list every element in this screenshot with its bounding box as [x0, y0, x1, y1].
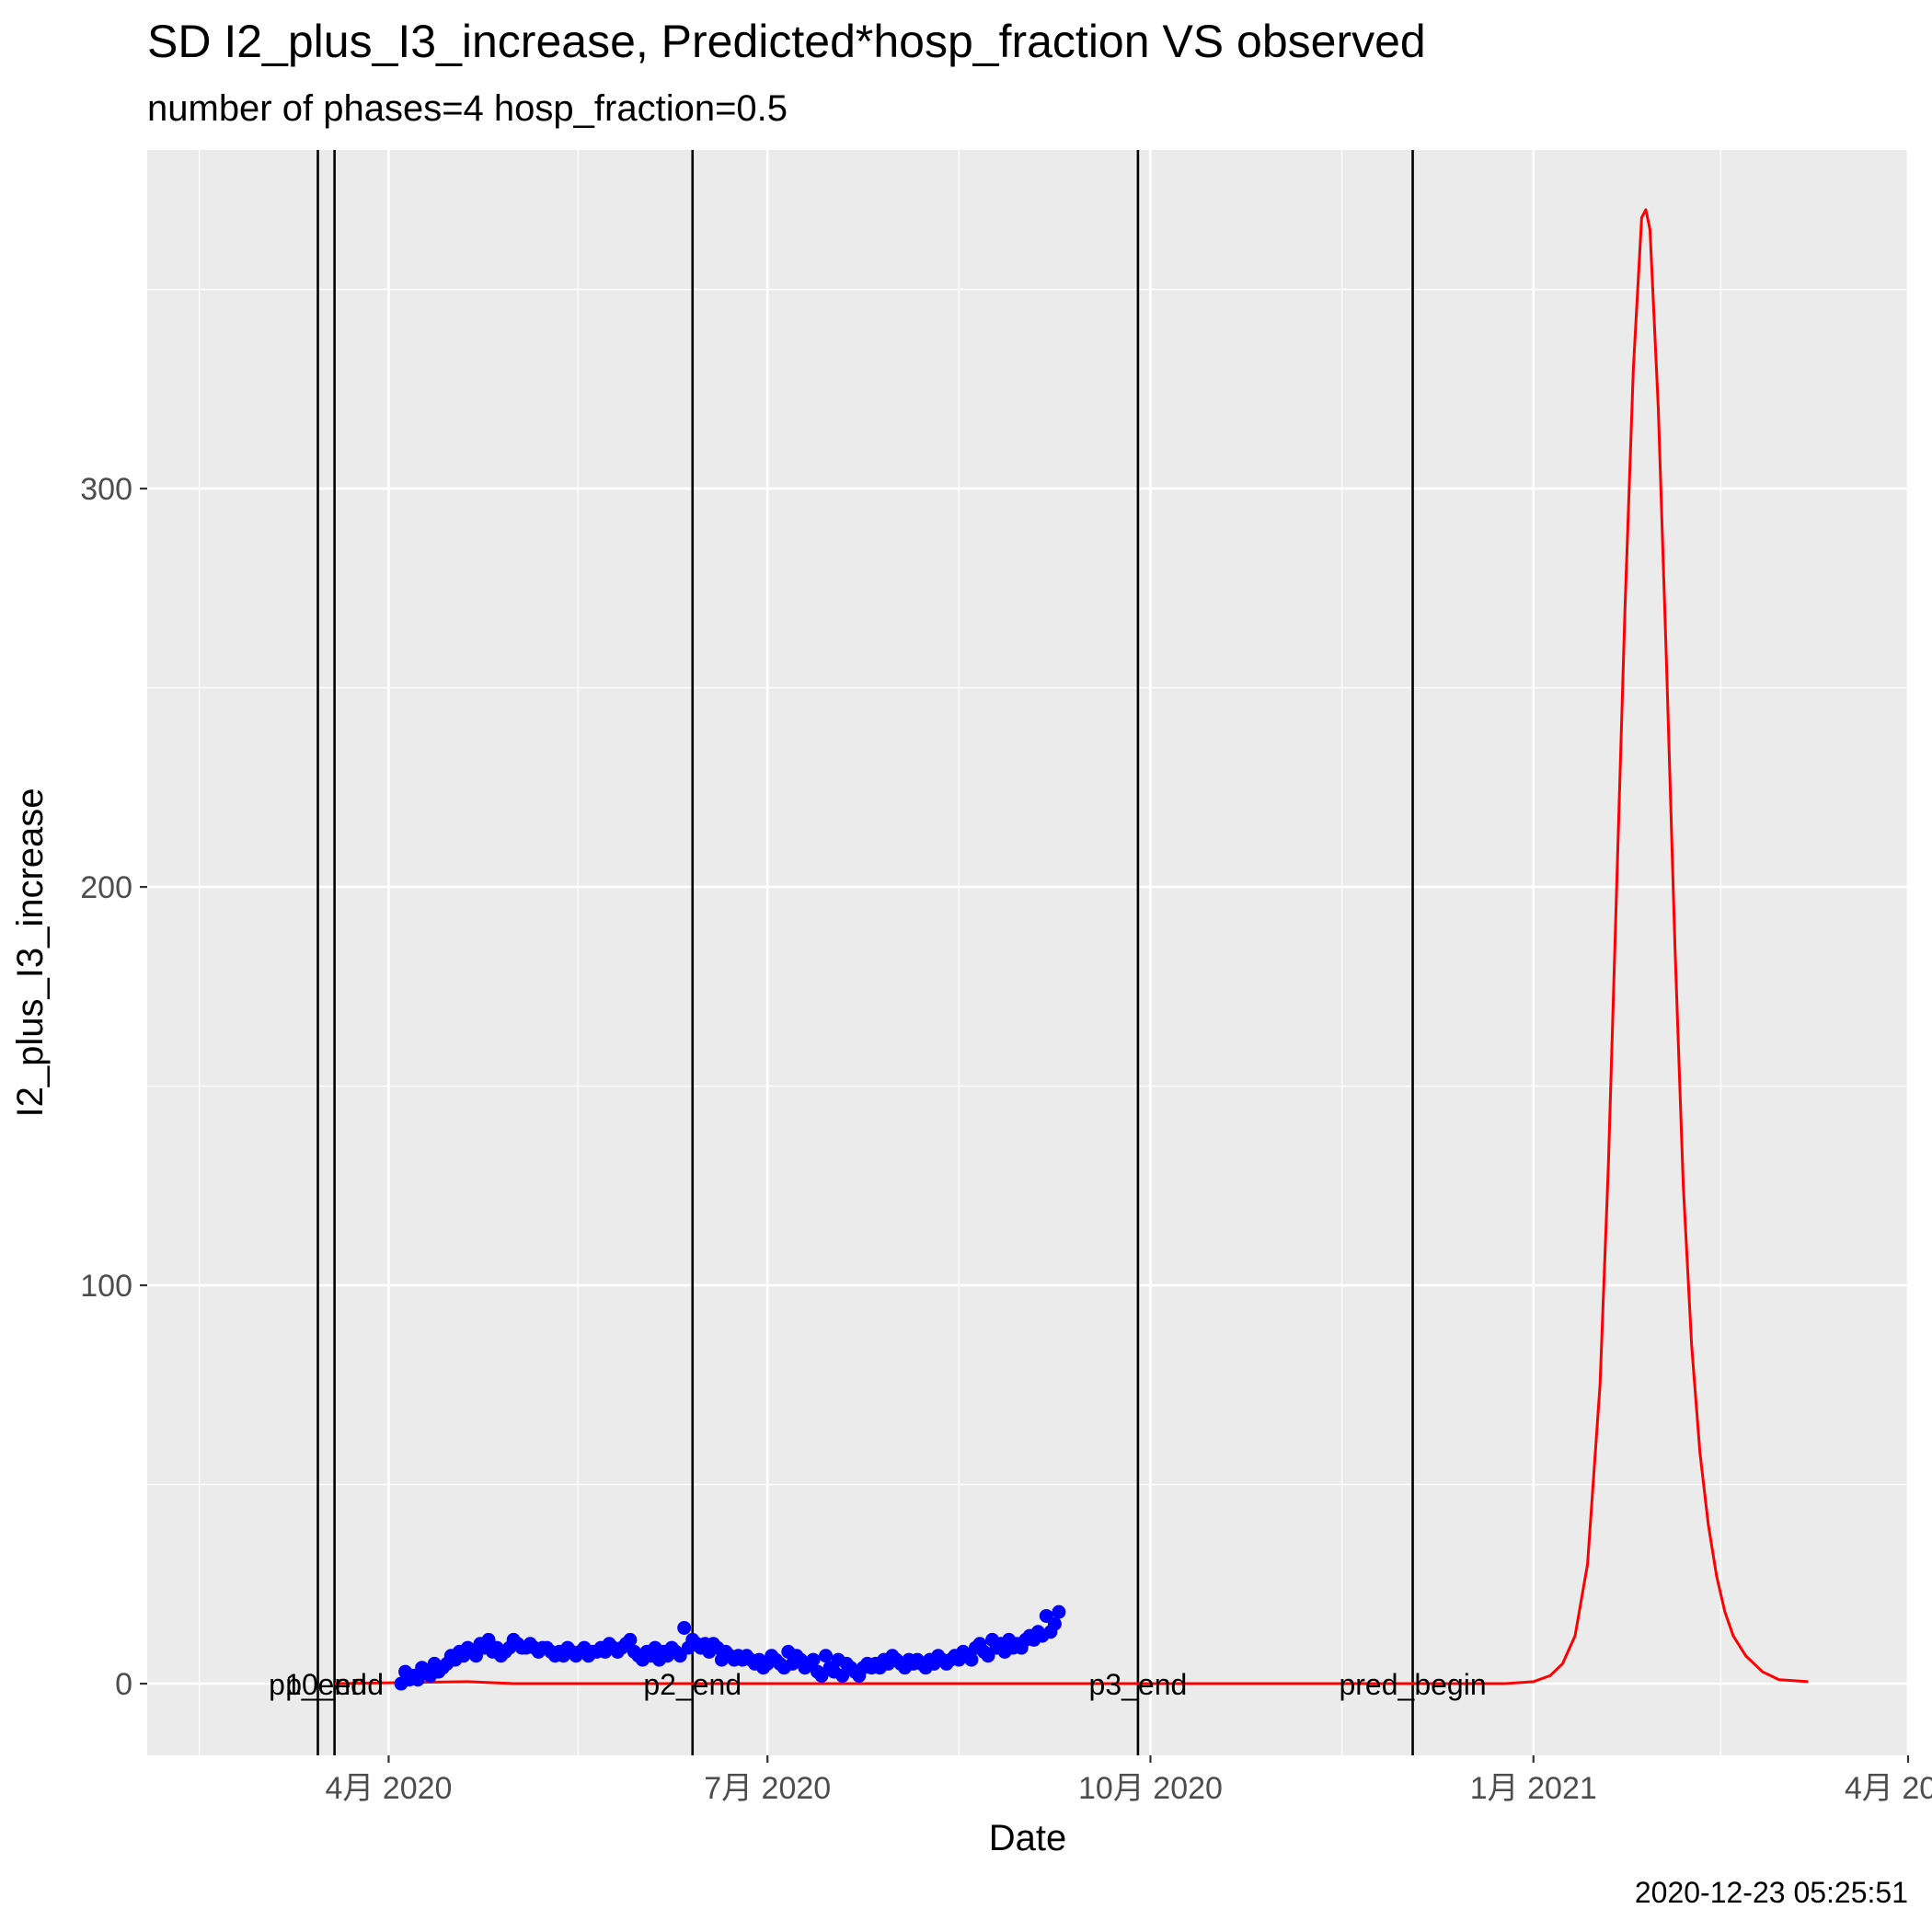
x-tick-label: 10月 2020	[1078, 1771, 1223, 1806]
y-axis: 0 100 200 300	[80, 472, 147, 1702]
x-tick-label: 1月 2021	[1470, 1771, 1597, 1806]
phase-markers	[316, 150, 1414, 1755]
x-tick-label: 4月 2020	[325, 1771, 452, 1806]
chart-title: SD I2_plus_I3_increase, Predicted*hosp_f…	[147, 16, 1426, 67]
phase-label: p1_end	[269, 1668, 367, 1701]
x-axis: 4月 2020 7月 2020 10月 2020 1月 2021 4月 2021	[325, 1755, 1932, 1806]
predicted-series	[334, 208, 1809, 1685]
y-tick-label: 300	[80, 472, 132, 507]
observed-point	[623, 1632, 638, 1647]
x-axis-title: Date	[989, 1818, 1067, 1858]
major-gridlines	[147, 150, 1910, 1755]
observed-point	[1047, 1616, 1062, 1631]
minor-gridlines	[147, 150, 1908, 1755]
observed-point	[677, 1620, 692, 1635]
phase-label: pred_begin	[1339, 1668, 1486, 1701]
observed-point	[964, 1652, 979, 1667]
plot-panel	[147, 150, 1908, 1755]
observed-point	[819, 1649, 834, 1663]
x-tick-label: 7月 2020	[704, 1771, 831, 1806]
chart-subtitle: number of phases=4 hosp_fraction=0.5	[147, 88, 788, 129]
phase-label: p3_end	[1089, 1668, 1188, 1701]
x-tick-label: 4月 2021	[1845, 1771, 1932, 1806]
observed-point	[806, 1652, 821, 1667]
observed-series	[394, 1604, 1066, 1691]
y-tick-label: 200	[80, 870, 132, 905]
phase-label: p0_end	[285, 1668, 384, 1701]
y-tick-label: 0	[115, 1667, 132, 1702]
timestamp-caption: 2020-12-23 05:25:51	[1635, 1876, 1908, 1909]
observed-point	[1052, 1604, 1066, 1619]
y-tick-label: 100	[80, 1269, 132, 1304]
phase-label: p2_end	[643, 1668, 742, 1701]
y-axis-title: I2_plus_I3_increase	[10, 788, 51, 1117]
predicted-line	[334, 208, 1809, 1685]
